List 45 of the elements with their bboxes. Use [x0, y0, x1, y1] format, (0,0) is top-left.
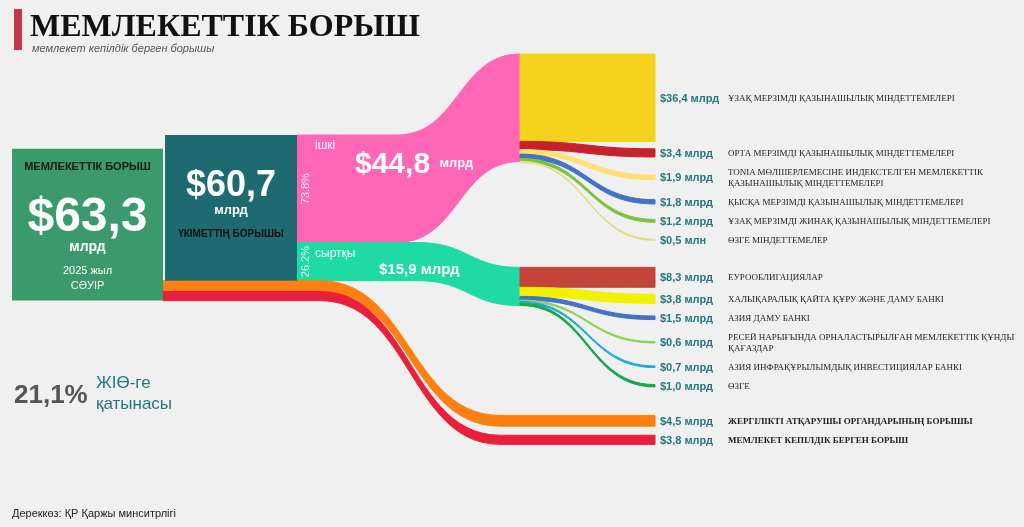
- data-label: $8,3 млрд: [660, 271, 714, 284]
- text: ЖІӨ-ге қатынасы: [96, 373, 173, 413]
- data-label: $1,8 млрд: [660, 195, 714, 208]
- text: 2025 жыл: [62, 263, 113, 276]
- category-label: ОРТА МЕРЗІМДІ ҚАЗЫНАШЫЛЫҚ МІНДЕТТЕМЕЛЕРІ: [728, 147, 955, 158]
- category-label: ХАЛЫҚАРАЛЫҚ ҚАЙТА ҚҰРУ ЖӘНЕ ДАМУ БАНКІ: [728, 293, 944, 304]
- text: СӘУІР: [70, 278, 105, 291]
- data-label: $1,0 млрд: [660, 379, 714, 392]
- data-label: $44,8 млрд: [355, 145, 474, 179]
- category-label: МЕМЛЕКЕТТІК БОРЫШ: [24, 159, 151, 172]
- text: МЕМЛЕКЕТТІК БОРЫШ: [30, 7, 420, 43]
- data-label: $3,8 млрд: [660, 292, 714, 305]
- data-label: $15,9 млрд: [379, 259, 461, 277]
- data-label: $4,5 млрд: [660, 414, 714, 427]
- category-label: ҚЫСҚА МЕРЗІМДІ ҚАЗЫНАШЫЛЫҚ МІНДЕТТЕМЕЛЕРІ: [728, 196, 964, 207]
- category-label: сыртқы: [315, 245, 356, 260]
- category-label: АЗИЯ ДАМУ БАНКІ: [728, 312, 810, 323]
- data-label: $60,7 млрд: [185, 162, 277, 217]
- text: 73.8%: [299, 172, 311, 205]
- data-label: $0,7 млрд: [660, 360, 714, 373]
- category-label: ӨЗГЕ: [728, 380, 751, 391]
- data-label: $3,8 млрд: [660, 433, 714, 446]
- category-label: ҰЗАҚ МЕРЗІМДІ ҚАЗЫНАШЫЛЫҚ МІНДЕТТЕМЕЛЕРІ: [728, 92, 955, 103]
- category-label: TONIA МӨЛШЕРЛЕМЕСІНЕ ИНДЕКСТЕЛГЕН МЕМЛЕКЕТТІК ҚАЗЫНАШЫЛЫҚ МІНДЕТТЕМЕЛЕРІ: [728, 166, 984, 188]
- category-label: ЕУРООБЛИГАЦИЯЛАР: [728, 272, 823, 283]
- category-label: ЖЕРГІЛІКТІ АТҚАРУШЫ ОРГАНДАРЫНЫҢ БОРЫШЫ: [728, 415, 973, 426]
- data-label: $0,6 млрд: [660, 336, 714, 349]
- category-label: РЕСЕЙ НАРЫҒЫНДА ОРНАЛАСТЫРЫЛҒАН МЕМЛЕКЕТТІК ҚҰНДЫ ҚАҒАЗДАР: [728, 331, 1015, 353]
- category-label: ішкі: [315, 138, 336, 152]
- data-label: $1,2 млрд: [660, 214, 714, 227]
- text: 26.2%: [299, 245, 311, 278]
- category-label: ҮКІМЕТТІҢ БОРЫШЫ: [178, 227, 285, 239]
- text: Дереккөз: ҚР Қаржы минситрлігі: [12, 507, 176, 519]
- text: 21,1%: [14, 379, 88, 409]
- data-label: $0,5 млн: [660, 233, 707, 246]
- data-label: $1,9 млрд: [660, 171, 714, 184]
- category-label: ӨЗГЕ МІНДЕТТЕМЕЛЕР: [728, 234, 828, 245]
- data-label: $36,4 млрд: [660, 91, 720, 104]
- data-label: $3,4 млрд: [660, 146, 714, 159]
- category-label: АЗИЯ ИНФРАҚҰРЫЛЫМДЫҚ ИНВЕСТИЦИЯЛАР БАНКІ: [728, 361, 962, 372]
- category-label: МЕМЛЕКЕТ КЕПІЛДІК БЕРГЕН БОРЫШ: [728, 434, 909, 445]
- data-label: $1,5 млрд: [660, 311, 714, 324]
- text: мемлекет кепілдік берген борышы: [32, 42, 215, 54]
- data-label: $63,3 млрд: [27, 188, 148, 254]
- category-label: ҰЗАҚ МЕРЗІМДІ ЖИНАҚ ҚАЗЫНАШЫЛЫҚ МІНДЕТТЕМЕЛЕРІ: [728, 215, 991, 226]
